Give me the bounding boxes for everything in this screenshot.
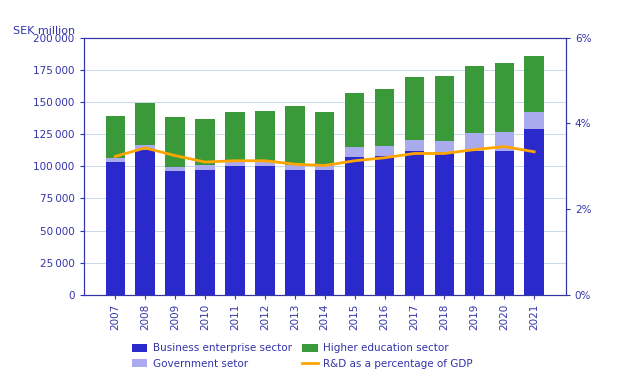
Bar (255, 166, 275, 295)
Bar (315, 170, 334, 295)
Legend: Business enterprise sector, Government setor, Higher education sector, R&D as a : Business enterprise sector, Government s… (128, 339, 476, 373)
R&D as a percentage of GDP (291, 162, 298, 166)
Bar (375, 146, 394, 156)
R&D as a percentage of GDP (231, 158, 239, 163)
Bar (195, 165, 215, 170)
Bar (195, 170, 215, 295)
R&D as a percentage of GDP (141, 146, 149, 150)
Bar (105, 163, 125, 295)
Bar (195, 119, 215, 165)
Bar (525, 112, 544, 129)
Bar (494, 132, 514, 151)
R&D as a percentage of GDP (261, 158, 269, 163)
Bar (345, 157, 365, 295)
Bar (105, 158, 125, 163)
Bar (225, 166, 245, 295)
Bar (465, 151, 484, 295)
Bar (285, 106, 305, 165)
Bar (255, 161, 275, 166)
R&D as a percentage of GDP (500, 144, 508, 149)
R&D as a percentage of GDP (530, 149, 538, 154)
Bar (435, 152, 454, 295)
Bar (136, 145, 155, 150)
Text: SEK million: SEK million (13, 26, 75, 36)
R&D as a percentage of GDP (440, 151, 448, 156)
R&D as a percentage of GDP (411, 151, 419, 156)
Bar (225, 112, 245, 162)
Bar (165, 172, 185, 295)
R&D as a percentage of GDP (321, 163, 329, 168)
Line: R&D as a percentage of GDP: R&D as a percentage of GDP (115, 147, 534, 166)
R&D as a percentage of GDP (351, 158, 359, 163)
R&D as a percentage of GDP (111, 154, 119, 159)
Bar (404, 151, 424, 295)
Bar (136, 103, 155, 145)
Bar (165, 117, 185, 167)
Bar (165, 167, 185, 172)
Bar (255, 111, 275, 161)
Bar (315, 112, 334, 165)
Bar (345, 93, 365, 147)
Bar (375, 156, 394, 295)
Bar (404, 77, 424, 140)
Bar (435, 141, 454, 152)
R&D as a percentage of GDP (201, 160, 209, 164)
Bar (465, 133, 484, 151)
R&D as a percentage of GDP (171, 153, 179, 158)
Bar (404, 140, 424, 151)
Bar (225, 162, 245, 166)
Bar (465, 66, 484, 133)
Bar (285, 170, 305, 295)
Bar (525, 129, 544, 295)
Bar (435, 76, 454, 141)
Bar (315, 165, 334, 170)
Bar (105, 116, 125, 158)
R&D as a percentage of GDP (471, 147, 478, 152)
Bar (345, 147, 365, 157)
Bar (375, 89, 394, 146)
Bar (136, 150, 155, 295)
R&D as a percentage of GDP (381, 155, 388, 160)
Bar (494, 151, 514, 295)
Bar (525, 56, 544, 112)
Bar (285, 165, 305, 170)
Bar (494, 63, 514, 132)
